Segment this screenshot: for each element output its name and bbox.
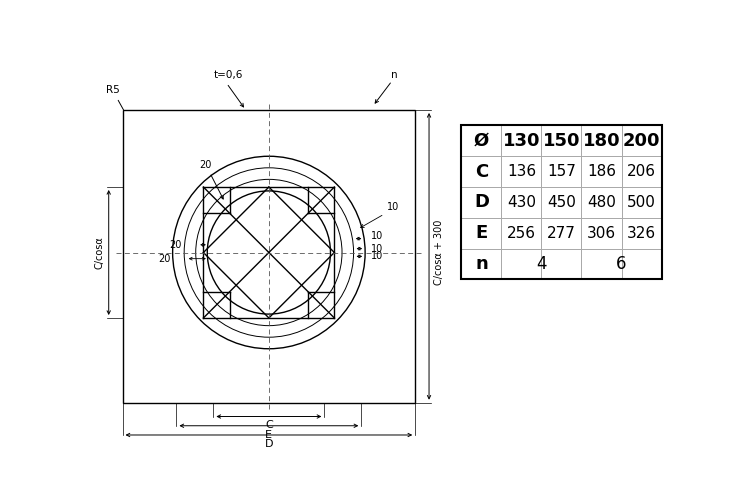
Text: 256: 256	[507, 226, 536, 241]
Text: Ø: Ø	[474, 132, 489, 150]
Text: t=0,6: t=0,6	[214, 70, 244, 80]
Text: n: n	[391, 70, 398, 80]
Text: 326: 326	[627, 226, 656, 241]
Text: R5: R5	[106, 85, 124, 110]
Text: 450: 450	[547, 195, 576, 210]
Text: 186: 186	[587, 164, 616, 179]
Text: 20: 20	[158, 254, 170, 264]
Text: 200: 200	[622, 132, 660, 150]
Text: C/cosα: C/cosα	[94, 236, 104, 269]
Text: 20: 20	[170, 240, 182, 250]
Text: E: E	[476, 224, 488, 242]
Text: 136: 136	[507, 164, 536, 179]
Text: 206: 206	[627, 164, 656, 179]
Text: D: D	[474, 194, 489, 212]
Text: 10: 10	[371, 252, 383, 262]
Text: C: C	[265, 420, 273, 430]
Text: C/cosα + 300: C/cosα + 300	[433, 220, 444, 285]
Text: 10: 10	[387, 202, 399, 212]
Text: 10: 10	[371, 244, 383, 254]
Text: 430: 430	[507, 195, 536, 210]
Text: E: E	[266, 430, 272, 440]
Text: 157: 157	[547, 164, 576, 179]
Text: 130: 130	[503, 132, 540, 150]
Text: 500: 500	[627, 195, 656, 210]
Text: 306: 306	[587, 226, 616, 241]
Text: 480: 480	[587, 195, 616, 210]
Text: 20: 20	[200, 160, 223, 199]
Text: 180: 180	[583, 132, 620, 150]
Text: D: D	[265, 439, 273, 449]
Text: C: C	[475, 162, 488, 180]
Text: 150: 150	[543, 132, 580, 150]
Text: 6: 6	[616, 255, 627, 273]
Text: 10: 10	[371, 230, 383, 240]
Text: n: n	[475, 255, 488, 273]
Text: 4: 4	[536, 255, 547, 273]
Text: 277: 277	[547, 226, 576, 241]
